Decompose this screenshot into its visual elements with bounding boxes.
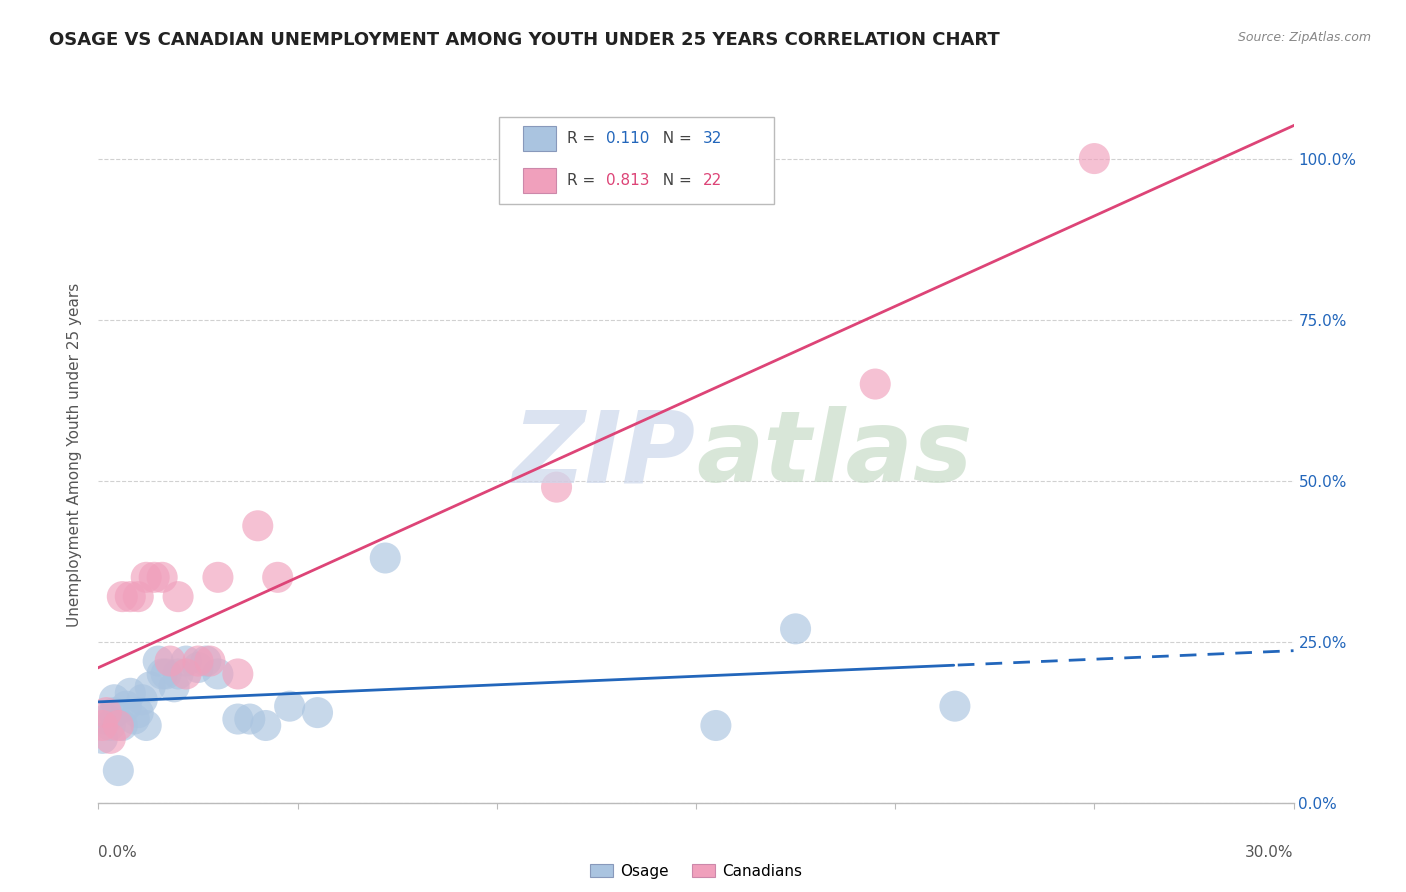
Point bbox=[246, 518, 269, 533]
Point bbox=[103, 692, 125, 706]
Point bbox=[96, 706, 118, 720]
Point bbox=[111, 590, 134, 604]
Point bbox=[135, 718, 157, 732]
Point bbox=[91, 731, 114, 746]
Point bbox=[167, 590, 190, 604]
Point bbox=[207, 667, 229, 681]
Point bbox=[174, 654, 197, 668]
FancyBboxPatch shape bbox=[523, 168, 557, 193]
Point bbox=[163, 680, 186, 694]
Point bbox=[150, 570, 173, 584]
Point bbox=[148, 654, 170, 668]
Point bbox=[254, 718, 277, 732]
Point bbox=[167, 667, 190, 681]
Point bbox=[103, 706, 125, 720]
Point bbox=[124, 712, 146, 726]
Point bbox=[143, 570, 166, 584]
Point bbox=[96, 712, 118, 726]
Point bbox=[115, 699, 138, 714]
Point bbox=[187, 654, 209, 668]
Point bbox=[198, 654, 221, 668]
Point bbox=[207, 570, 229, 584]
Text: 0.813: 0.813 bbox=[606, 172, 650, 187]
Point bbox=[111, 718, 134, 732]
Point bbox=[98, 718, 122, 732]
Text: atlas: atlas bbox=[696, 407, 973, 503]
Text: OSAGE VS CANADIAN UNEMPLOYMENT AMONG YOUTH UNDER 25 YEARS CORRELATION CHART: OSAGE VS CANADIAN UNEMPLOYMENT AMONG YOU… bbox=[49, 31, 1000, 49]
Y-axis label: Unemployment Among Youth under 25 years: Unemployment Among Youth under 25 years bbox=[67, 283, 83, 627]
Point bbox=[1083, 152, 1105, 166]
Point bbox=[150, 667, 173, 681]
Point bbox=[91, 718, 114, 732]
Point bbox=[127, 706, 149, 720]
Point bbox=[127, 590, 149, 604]
FancyBboxPatch shape bbox=[523, 126, 557, 151]
Point bbox=[131, 692, 153, 706]
Point bbox=[159, 654, 181, 668]
Point bbox=[195, 654, 218, 668]
Text: N =: N = bbox=[652, 172, 696, 187]
Point bbox=[187, 660, 209, 674]
Point bbox=[546, 480, 568, 494]
Point bbox=[174, 667, 197, 681]
Point bbox=[704, 718, 727, 732]
Point bbox=[139, 680, 162, 694]
Point bbox=[278, 699, 301, 714]
Text: 32: 32 bbox=[703, 131, 723, 146]
Point bbox=[374, 551, 396, 566]
Text: 22: 22 bbox=[703, 172, 723, 187]
Point bbox=[226, 667, 249, 681]
Legend: Osage, Canadians: Osage, Canadians bbox=[589, 863, 803, 879]
Point bbox=[226, 712, 249, 726]
Text: 30.0%: 30.0% bbox=[1246, 845, 1294, 860]
Text: R =: R = bbox=[567, 131, 600, 146]
Point bbox=[155, 667, 177, 681]
Text: Source: ZipAtlas.com: Source: ZipAtlas.com bbox=[1237, 31, 1371, 45]
Text: 0.0%: 0.0% bbox=[98, 845, 138, 860]
Point bbox=[135, 570, 157, 584]
Point bbox=[239, 712, 262, 726]
Point bbox=[307, 706, 329, 720]
Point bbox=[865, 377, 887, 392]
Point bbox=[120, 686, 142, 700]
Point bbox=[785, 622, 807, 636]
Point bbox=[267, 570, 290, 584]
Point bbox=[107, 764, 129, 778]
Point bbox=[943, 699, 966, 714]
FancyBboxPatch shape bbox=[499, 118, 773, 204]
Point bbox=[120, 590, 142, 604]
Text: ZIP: ZIP bbox=[513, 407, 696, 503]
Point bbox=[98, 731, 122, 746]
Text: 0.110: 0.110 bbox=[606, 131, 650, 146]
Text: R =: R = bbox=[567, 172, 600, 187]
Point bbox=[107, 718, 129, 732]
Text: N =: N = bbox=[652, 131, 696, 146]
